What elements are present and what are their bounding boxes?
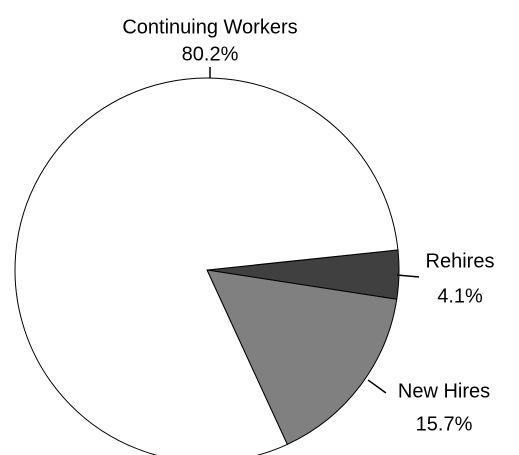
slice-label: Rehires (426, 250, 495, 272)
slice-label: Continuing Workers (122, 16, 297, 38)
slice-value: 4.1% (437, 285, 483, 307)
slice-value: 15.7% (416, 413, 473, 435)
pie-slice (14, 77, 399, 455)
slice-value: 80.2% (182, 43, 239, 65)
leader-line (367, 379, 387, 394)
pie-slice (206, 269, 398, 446)
slice-label: New Hires (398, 380, 490, 402)
leader-line (396, 274, 420, 278)
